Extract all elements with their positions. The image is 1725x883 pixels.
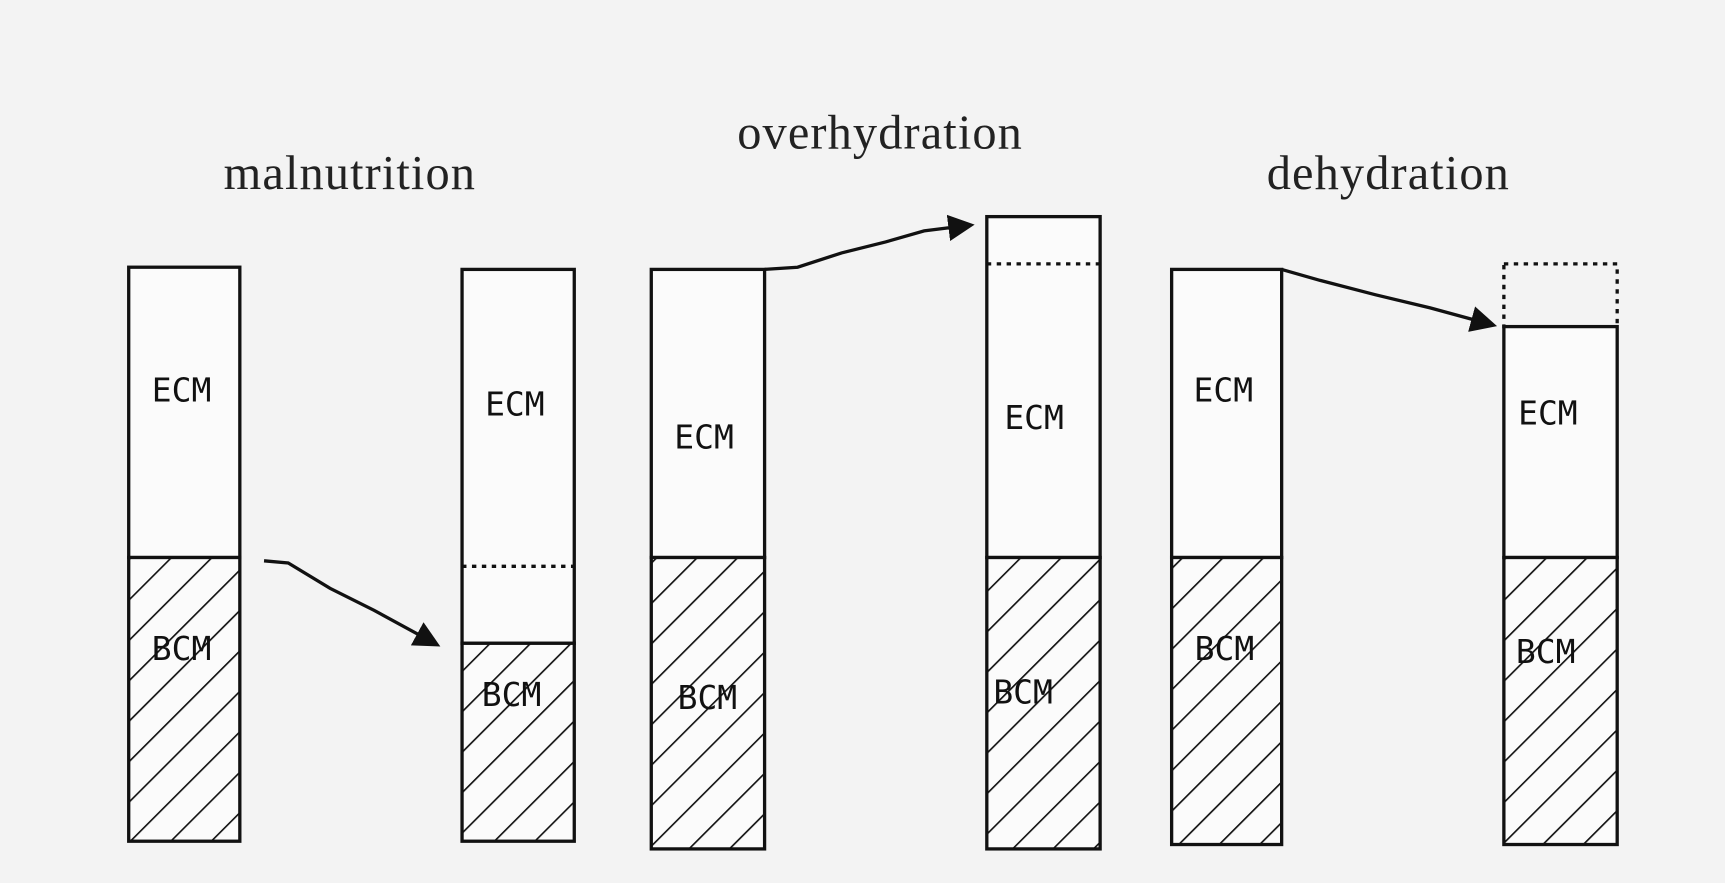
- bcm-label: BCM: [1516, 632, 1576, 671]
- ecm-label: ECM: [674, 418, 734, 457]
- ecm-block: [1502, 324, 1619, 560]
- bcm-block: [649, 555, 767, 851]
- ecm-label: ECM: [152, 370, 212, 409]
- panel-title: dehydration: [1267, 147, 1510, 200]
- bcm-label: BCM: [993, 673, 1053, 712]
- arrow: [263, 559, 441, 647]
- ecm-block: [985, 214, 1102, 560]
- bcm-block: [985, 555, 1102, 851]
- bcm-label: BCM: [152, 629, 212, 668]
- arrow: [764, 214, 975, 272]
- ecm-label: ECM: [1004, 398, 1064, 437]
- bcm-block: [1502, 555, 1619, 847]
- bcm-label: BCM: [482, 675, 542, 714]
- ecm-block: [1169, 267, 1284, 560]
- ecm-label: ECM: [1194, 370, 1254, 409]
- ecm-label: ECM: [1518, 393, 1578, 432]
- panel-title: overhydration: [737, 106, 1023, 159]
- bcm-block: [127, 555, 242, 843]
- ecm-label: ECM: [485, 385, 545, 424]
- bcm-block: [460, 641, 576, 843]
- bcm-label: BCM: [1195, 629, 1255, 668]
- bcm-block: [1169, 555, 1284, 847]
- ecm-block: [460, 267, 576, 645]
- previous-level: [1502, 262, 1619, 329]
- ecm-block: [127, 265, 242, 560]
- ecm-block: [649, 267, 767, 560]
- arrow: [1281, 267, 1498, 332]
- panel-title: malnutrition: [224, 147, 476, 200]
- bcm-label: BCM: [678, 678, 738, 717]
